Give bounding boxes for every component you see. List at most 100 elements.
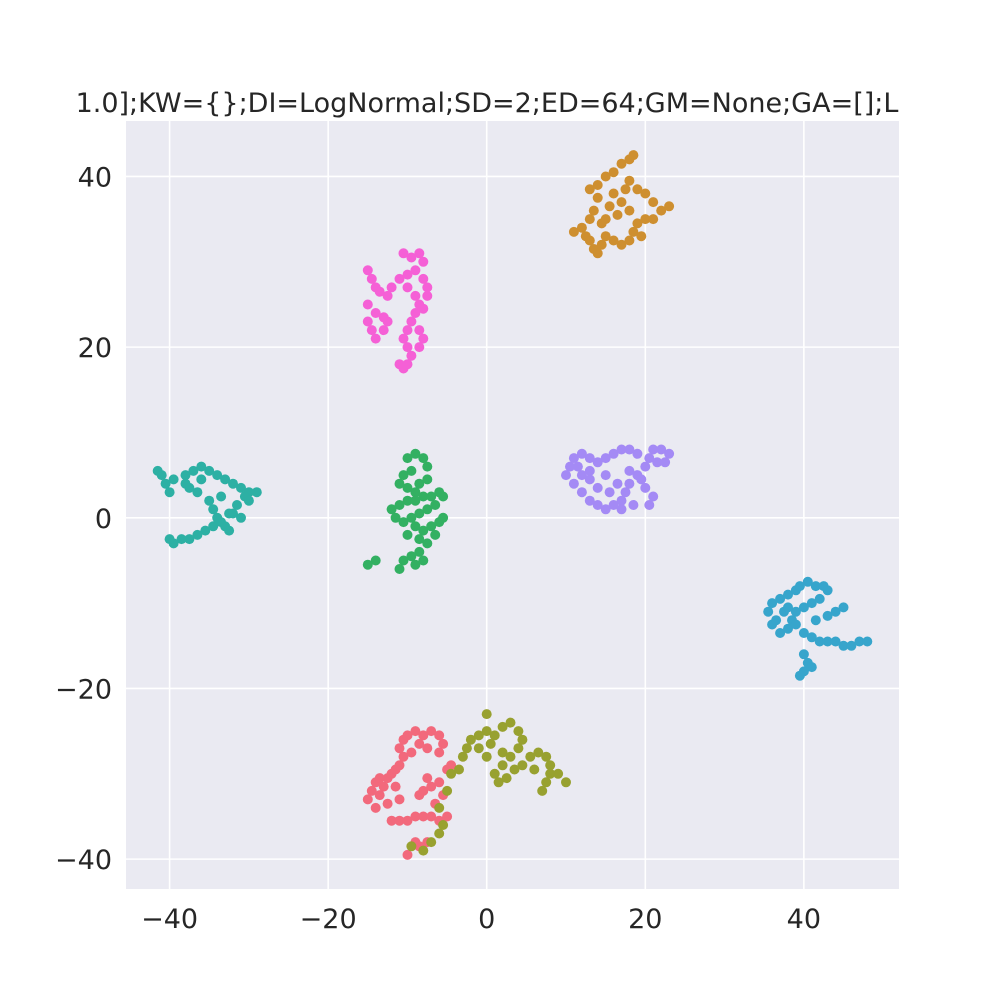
data-point [418, 730, 429, 741]
data-point [176, 534, 187, 545]
cluster-4 [763, 576, 873, 681]
data-point [386, 504, 397, 515]
y-tick-label: −40 [55, 845, 112, 876]
data-point [644, 453, 655, 464]
data-point [410, 265, 421, 276]
data-point [422, 461, 433, 472]
data-point [156, 470, 167, 481]
data-point [620, 184, 631, 195]
data-point [505, 751, 516, 762]
data-point [402, 849, 413, 860]
data-point [422, 474, 433, 485]
data-point [232, 500, 242, 510]
data-point [481, 726, 492, 737]
data-point [398, 333, 409, 344]
data-point [406, 316, 417, 327]
data-point [541, 751, 552, 762]
chart-title: 1.0];KW={};DI=LogNormal;SD=2;ED=64;GM=No… [76, 88, 899, 119]
data-point [414, 508, 425, 519]
data-point [216, 491, 227, 502]
data-point [422, 773, 433, 784]
data-point [592, 457, 603, 468]
data-point [497, 760, 508, 771]
data-point [438, 512, 449, 523]
data-point [374, 773, 385, 784]
data-point [561, 470, 571, 481]
data-point [806, 662, 817, 673]
data-point [180, 478, 191, 489]
data-point [541, 777, 552, 788]
data-point [767, 598, 778, 609]
y-tick-label: 0 [95, 504, 112, 535]
data-point [434, 747, 445, 758]
data-point [402, 730, 413, 741]
data-point [406, 350, 417, 361]
data-point [485, 738, 496, 749]
data-point [366, 325, 377, 336]
data-point [600, 504, 611, 515]
data-point [664, 448, 675, 459]
data-point [783, 623, 793, 634]
cluster-3 [362, 448, 449, 574]
data-point [236, 512, 246, 523]
data-point [608, 235, 619, 246]
data-point [438, 738, 449, 749]
data-point [390, 512, 401, 523]
data-point [370, 802, 381, 813]
data-point [184, 534, 195, 545]
data-point [204, 495, 215, 506]
data-point [616, 504, 627, 515]
x-tick-label: −20 [300, 904, 357, 935]
data-point [783, 589, 793, 600]
data-point [168, 474, 179, 485]
data-point [457, 751, 468, 762]
data-point [362, 316, 373, 327]
data-point [212, 512, 223, 523]
data-point [461, 743, 472, 754]
data-point [497, 747, 508, 758]
data-point [648, 214, 659, 225]
data-point [481, 751, 492, 762]
data-point [382, 316, 393, 327]
data-point [790, 606, 801, 617]
data-point [370, 555, 381, 566]
data-point [553, 768, 564, 779]
data-point [414, 534, 425, 545]
data-point [410, 487, 421, 498]
data-point [414, 325, 425, 336]
data-point [584, 235, 595, 246]
data-point [592, 180, 603, 190]
data-point [188, 465, 199, 476]
data-point [418, 811, 429, 822]
data-point [652, 457, 663, 468]
data-point [636, 231, 647, 242]
data-point [362, 299, 373, 310]
y-axis: −40 −20 0 20 40 [55, 162, 112, 876]
data-point [798, 628, 809, 638]
data-point [604, 487, 615, 498]
cluster-1 [568, 150, 675, 259]
data-point [426, 837, 437, 848]
data-point [592, 192, 603, 203]
data-point [394, 273, 405, 284]
data-point [545, 760, 556, 771]
data-point [394, 478, 405, 489]
data-point [533, 747, 544, 758]
data-point [394, 815, 405, 826]
data-point [798, 649, 809, 660]
data-point [426, 491, 437, 502]
x-tick-label: 40 [787, 904, 821, 935]
data-point [430, 529, 441, 540]
data-point [822, 585, 833, 596]
data-point [584, 474, 595, 485]
data-point [473, 730, 484, 741]
data-point [366, 785, 377, 796]
data-point [822, 610, 833, 621]
data-point [164, 487, 175, 498]
data-point [422, 538, 433, 549]
x-tick-label: 0 [478, 904, 495, 935]
data-point [410, 495, 421, 506]
data-point [489, 730, 500, 741]
data-point [568, 453, 579, 464]
data-point [414, 790, 425, 801]
